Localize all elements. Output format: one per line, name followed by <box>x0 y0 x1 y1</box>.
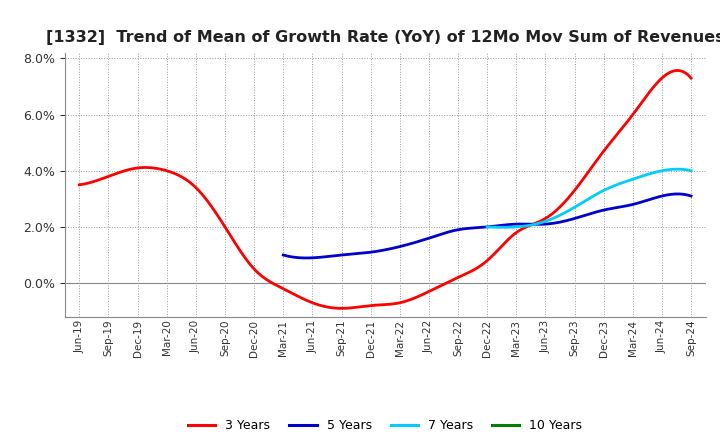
Title: [1332]  Trend of Mean of Growth Rate (YoY) of 12Mo Mov Sum of Revenues: [1332] Trend of Mean of Growth Rate (YoY… <box>46 29 720 45</box>
Legend: 3 Years, 5 Years, 7 Years, 10 Years: 3 Years, 5 Years, 7 Years, 10 Years <box>183 414 588 437</box>
